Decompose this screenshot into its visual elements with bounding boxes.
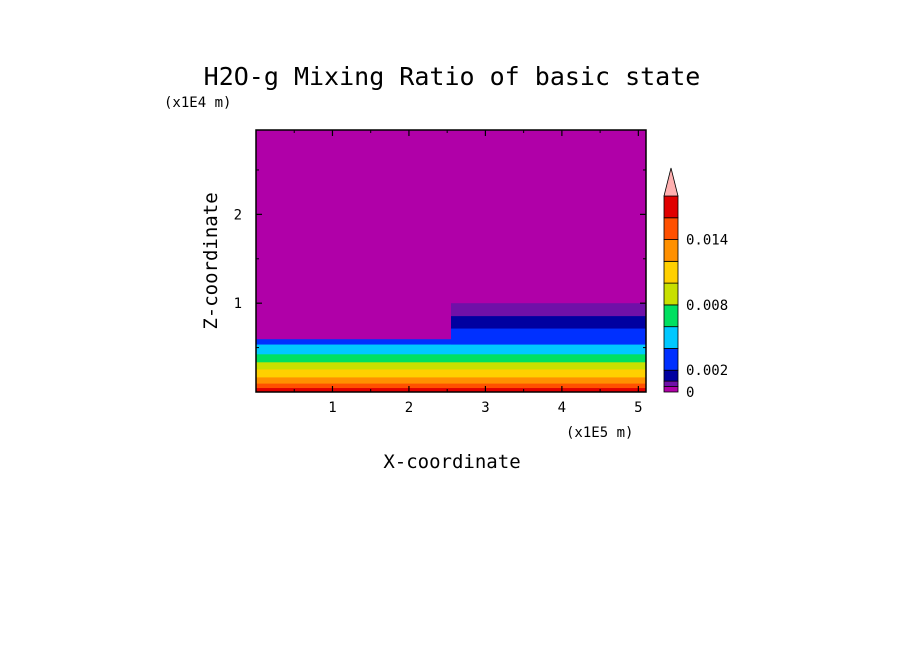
colorbar-segment <box>663 369 679 382</box>
y-axis-ticks: 12 <box>234 169 646 349</box>
contour-band <box>451 303 646 317</box>
chart-title: H2O-g Mixing Ratio of basic state <box>204 62 701 91</box>
colorbar-segment <box>663 380 679 387</box>
x-unit-label: (x1E5 m) <box>566 425 633 441</box>
colorbar-segment <box>663 282 679 306</box>
colorbar-segment <box>663 326 679 349</box>
x-axis-label: X-coordinate <box>383 451 520 473</box>
x-tick-label: 5 <box>634 400 642 416</box>
y-axis-label: Z-coordinate <box>200 192 222 329</box>
colorbar-segment <box>663 348 679 371</box>
plot-frame <box>255 129 647 393</box>
y-tick-label: 1 <box>234 296 242 312</box>
colorbar-extend-arrow <box>663 167 679 197</box>
colorbar-segment <box>663 260 679 284</box>
contour-band <box>256 353 646 363</box>
contour-band <box>256 387 646 393</box>
colorbar-tick-label: 0.008 <box>686 298 728 314</box>
contour-band <box>451 315 646 329</box>
contour-band <box>451 328 646 345</box>
colorbar-segment <box>663 239 679 262</box>
x-tick-label: 4 <box>558 400 566 416</box>
colorbar-segment <box>663 195 679 219</box>
x-tick-label: 2 <box>405 400 413 416</box>
colorbar-tick-label: 0.014 <box>686 233 728 249</box>
y-tick-label: 2 <box>234 207 242 223</box>
x-tick-label: 3 <box>481 400 489 416</box>
y-unit-label: (x1E4 m) <box>164 95 231 111</box>
colorbar: 0 0.002 0.008 0.014 <box>663 167 728 401</box>
x-axis-ticks: 1 2 3 4 5 <box>293 130 643 416</box>
contour-band <box>256 344 646 355</box>
contour-band <box>256 376 646 384</box>
contour-band <box>256 383 646 389</box>
x-tick-label: 1 <box>328 400 336 416</box>
colorbar-tick-label: 0 <box>686 385 694 401</box>
colorbar-tick-label: 0.002 <box>686 363 728 379</box>
contour-band <box>256 361 646 370</box>
colorbar-segment <box>663 217 679 240</box>
contour-band <box>256 368 646 378</box>
colorbar-segment <box>663 304 679 328</box>
colorbar-segment <box>663 386 679 393</box>
contour-fill-group <box>256 130 646 393</box>
